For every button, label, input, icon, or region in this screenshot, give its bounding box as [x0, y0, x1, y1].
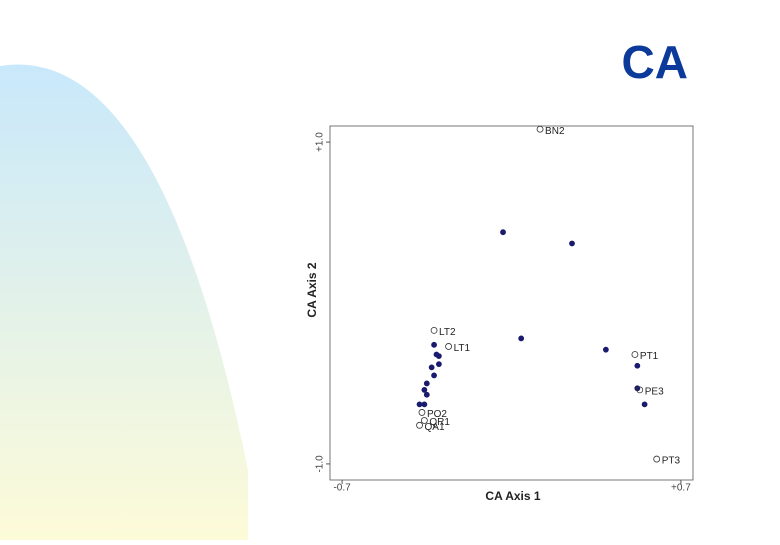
point [421, 386, 428, 393]
point-label: LT1 [454, 343, 471, 354]
point [500, 229, 506, 236]
point [641, 401, 648, 408]
point-label: LT2 [439, 327, 456, 338]
site-marker [536, 125, 544, 133]
site-marker [445, 343, 452, 350]
point [431, 372, 437, 379]
y-tick-label: -1.0 [315, 455, 326, 473]
x-tick-label: +0.7 [671, 483, 691, 494]
site-marker [631, 351, 639, 358]
site-marker [416, 421, 423, 429]
x-axis-label: CA Axis 1 [485, 489, 540, 503]
point [634, 362, 641, 369]
site-marker [430, 326, 438, 334]
point [421, 401, 428, 408]
point [569, 240, 575, 247]
point-label: QA1 [425, 422, 445, 433]
site-marker [418, 409, 426, 416]
point [416, 401, 423, 408]
point [431, 341, 437, 348]
point-label: PO2 [427, 409, 447, 420]
point-label: PT3 [662, 456, 681, 467]
slide-title: CA [622, 36, 688, 88]
point [518, 335, 525, 342]
point [423, 391, 430, 398]
y-axis-label: CA Axis 2 [305, 262, 319, 317]
point [423, 380, 430, 387]
background-shape [0, 64, 248, 540]
point [435, 353, 442, 360]
point [435, 361, 442, 368]
site-marker [420, 417, 428, 424]
y-tick-label: +1.0 [315, 132, 326, 152]
point-label: PT1 [640, 351, 659, 362]
point-label: QR1 [429, 417, 450, 428]
point-label: PE3 [645, 387, 664, 398]
point [428, 364, 435, 371]
plot-frame [329, 125, 694, 481]
point-label: BN2 [545, 126, 565, 137]
site-marker [636, 386, 644, 394]
point [602, 346, 609, 353]
x-tick-label: -0.7 [333, 483, 351, 494]
site-marker [653, 455, 661, 463]
